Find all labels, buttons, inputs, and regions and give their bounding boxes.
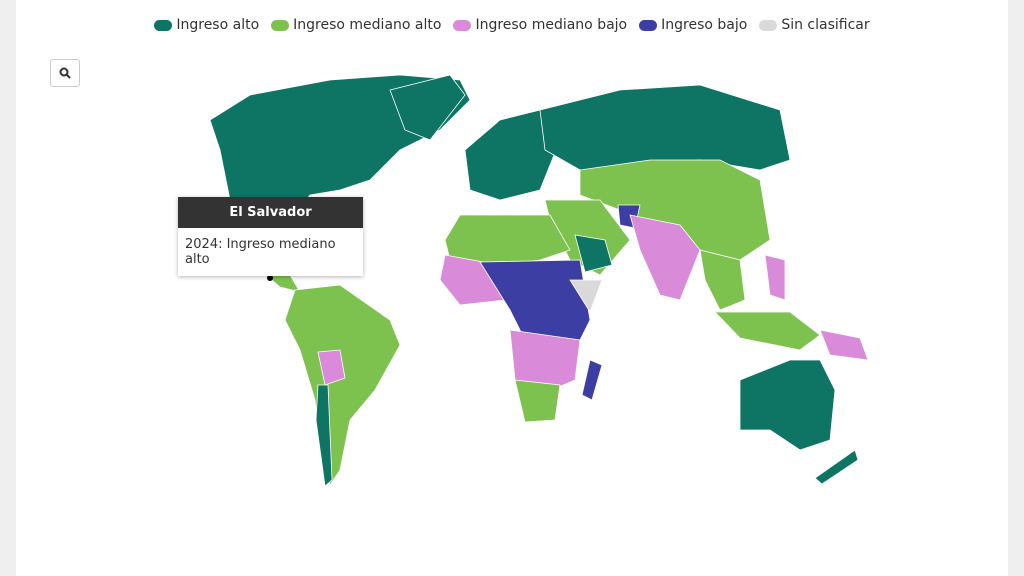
legend: Ingreso alto Ingreso mediano alto Ingreso …	[16, 17, 1008, 33]
south-africa[interactable]	[514, 379, 561, 423]
legend-swatch	[759, 19, 778, 31]
papua[interactable]	[819, 329, 869, 361]
search-button[interactable]	[50, 59, 80, 87]
legend-item[interactable]: Ingreso mediano bajo	[453, 17, 627, 33]
madagascar[interactable]	[581, 359, 603, 401]
saudi-arabia[interactable]	[574, 234, 613, 273]
legend-swatch	[154, 19, 173, 31]
legend-item[interactable]: Ingreso alto	[154, 17, 259, 33]
el-salvador-marker[interactable]	[267, 275, 273, 281]
world-map	[209, 74, 869, 487]
legend-swatch	[453, 19, 472, 31]
horn-of-africa[interactable]	[569, 279, 603, 313]
indonesia[interactable]	[714, 311, 821, 351]
bolivia[interactable]	[317, 349, 346, 386]
greenland[interactable]	[389, 74, 466, 141]
page: Ingreso alto Ingreso mediano alto Ingreso …	[16, 0, 1008, 576]
russia[interactable]	[539, 84, 791, 171]
search-icon	[59, 67, 71, 79]
legend-item[interactable]: Sin clasificar	[759, 17, 870, 33]
legend-label: Ingreso alto	[176, 17, 260, 33]
legend-label: Ingreso mediano alto	[293, 17, 442, 33]
tooltip: El Salvador 2024: Ingreso mediano alto	[178, 197, 363, 276]
legend-label: Sin clasificar	[781, 17, 870, 33]
south-america[interactable]	[284, 284, 401, 486]
legend-item[interactable]: Ingreso mediano alto	[271, 17, 441, 33]
tooltip-title: El Salvador	[178, 197, 363, 228]
legend-label: Ingreso mediano bajo	[475, 17, 628, 33]
legend-label: Ingreso bajo	[661, 17, 748, 33]
south-asia[interactable]	[629, 214, 701, 301]
legend-item[interactable]: Ingreso bajo	[639, 17, 747, 33]
legend-swatch	[271, 19, 290, 31]
legend-swatch	[639, 19, 658, 31]
chile[interactable]	[315, 384, 333, 487]
australia[interactable]	[739, 359, 836, 451]
tooltip-text: 2024: Ingreso mediano alto	[185, 237, 336, 267]
new-zealand[interactable]	[814, 449, 859, 485]
europe[interactable]	[464, 109, 561, 201]
philippines[interactable]	[764, 254, 786, 301]
southeast-asia[interactable]	[699, 249, 746, 311]
